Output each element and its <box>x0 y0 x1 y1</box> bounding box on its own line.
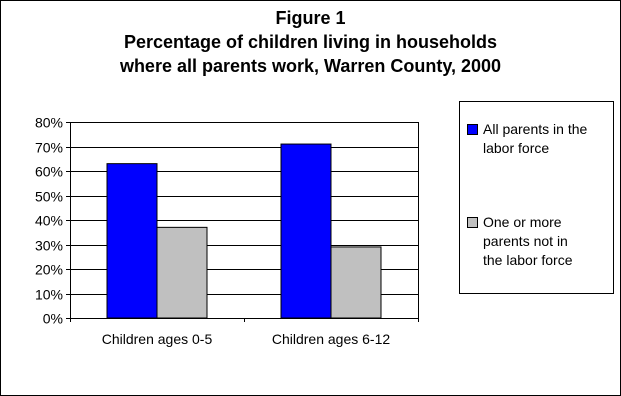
legend-item-not-all-parents: One or more parents not in the labor for… <box>467 213 612 270</box>
bar <box>156 226 208 319</box>
y-tick-label: 50% <box>35 189 63 205</box>
plot-area-border <box>70 122 419 319</box>
chart-title: Figure 1 Percentage of children living i… <box>0 6 621 78</box>
chart-title-line-3: where all parents work, Warren County, 2… <box>119 56 502 76</box>
y-tick-label: 0% <box>43 311 63 327</box>
y-tick-label: 20% <box>35 262 63 278</box>
chart-title-line-1: Figure 1 <box>275 8 346 28</box>
y-tick-label: 80% <box>35 115 63 131</box>
x-category-label: Children ages 6-12 <box>272 331 391 347</box>
y-tick-label: 60% <box>35 164 63 180</box>
bar <box>106 163 158 319</box>
bar <box>330 246 382 319</box>
y-tick-label: 10% <box>35 287 63 303</box>
legend-swatch-all-parents <box>467 124 478 135</box>
y-tick-label: 70% <box>35 140 63 156</box>
legend-swatch-not-all-parents <box>467 217 478 228</box>
x-category-label: Children ages 0-5 <box>102 331 213 347</box>
legend-label-not-all-parents: One or more parents not in the labor for… <box>483 214 573 268</box>
y-tick-label: 30% <box>35 238 63 254</box>
legend-item-all-parents: All parents in the labor force <box>467 120 612 158</box>
y-tick-label: 40% <box>35 213 63 229</box>
chart-legend: All parents in the labor force One or mo… <box>459 101 614 294</box>
legend-label-all-parents: All parents in the labor force <box>483 121 588 156</box>
chart-title-line-2: Percentage of children living in househo… <box>123 32 498 52</box>
bar <box>280 143 332 319</box>
